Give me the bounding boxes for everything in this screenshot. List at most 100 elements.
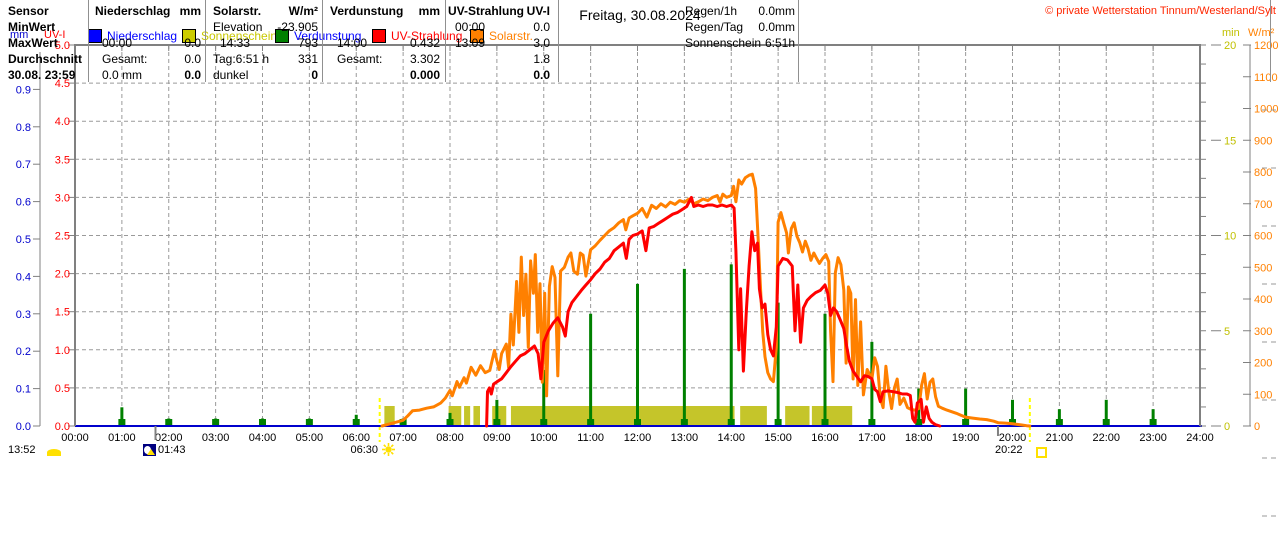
regen-tag-value: 0.0mm [758,20,795,34]
legend-label: Sonnenschein [201,29,278,43]
svg-text:1.0: 1.0 [55,345,70,357]
verdunstung-last-label [330,67,337,83]
svg-text:500: 500 [1254,262,1272,274]
niederschlag-title: Niederschlag [95,4,171,18]
uv-min-value: 0.0 [533,20,550,34]
svg-text:02:00: 02:00 [155,432,183,444]
table-divider [88,0,89,82]
table-column-summary: Regen/1h 0.0mm Regen/Tag 0.0mm Sonnenschei… [685,3,795,51]
table-divider [445,0,446,82]
verdunstung-title: Verdunstung [330,4,404,18]
svg-text:15: 15 [1224,135,1236,147]
table-column-niederschlag: Niederschlag mm 00:00 0.0 Gesamt: 0.0 0.0 m… [95,3,201,83]
svg-text:5: 5 [1224,326,1230,338]
wm2-axis-unit-label: W/m² [1248,27,1275,39]
svg-text:18:00: 18:00 [905,432,933,444]
table-column-verdunstung: Verdunstung mm 14:00 0.432 Gesamt: 3.302 0.… [330,3,440,83]
solar-max-label: 14:33 [220,36,251,50]
svg-text:20:00: 20:00 [999,432,1027,444]
uv-last-label [448,67,455,83]
table-column-uv: UV-Strahlung UV-I 00:00 0.0 13:09 3.0 1.8 0… [448,3,550,83]
svg-text:200: 200 [1254,358,1272,370]
svg-text:0.5: 0.5 [16,234,31,246]
legend-swatch-icon [470,29,484,43]
svg-text:0: 0 [1224,421,1230,433]
row-label-maxwert: MaxWert [8,36,58,50]
svg-text:100: 100 [1254,389,1272,401]
table-divider [798,0,799,82]
verdunstung-spikes [118,264,1157,425]
svg-text:0.2: 0.2 [16,346,31,358]
svg-text:0.9: 0.9 [16,84,31,96]
verdunstung-avg-value: 3.302 [409,52,440,66]
niederschlag-last-value: 0.0 [184,68,201,82]
moon-up-time-label: 13:52 [8,444,36,456]
legend-label: Verdunstung [294,29,362,43]
uv-title: UV-Strahlung [448,4,525,18]
verdunstung-max-label: 14:00 [337,36,368,50]
solar-min-label: Elevation [213,20,263,34]
svg-text:4.0: 4.0 [55,116,70,128]
mm-axis-unit-label: mm [10,29,29,41]
svg-text:700: 700 [1254,199,1272,211]
svg-text:3.0: 3.0 [55,192,70,204]
svg-text:900: 900 [1254,135,1272,147]
solar-avg-value: 331 [297,52,318,66]
svg-text:12:00: 12:00 [624,432,652,444]
svg-text:05:00: 05:00 [296,432,324,444]
right-edge-dashes [1262,109,1278,517]
svg-text:300: 300 [1254,326,1272,338]
svg-text:21:00: 21:00 [1046,432,1074,444]
legend-label: Niederschlag [107,29,178,43]
moon-down-icon [143,444,156,456]
svg-text:0.0: 0.0 [55,421,70,433]
page-title: Freitag, 30.08.2024 [579,7,701,23]
solar-title: Solarstr. [213,4,262,18]
moon-down-time-label: 01:43 [158,444,186,456]
solar-last-value: 0 [311,68,318,82]
svg-text:0.0: 0.0 [16,421,31,433]
sunset-icon [1036,447,1047,458]
table-divider [322,0,323,82]
sunset-time-label: 20:22 [995,444,1023,456]
min-axis-unit-label: min [1222,27,1240,39]
sunrise-time-label: 06:30 [350,444,378,456]
solar-min-value: -23.905 [277,20,318,34]
verdunstung-min-label [330,19,337,35]
legend-item-sonnenschein: Sonnenschein [182,29,277,43]
table-divider [1270,0,1271,82]
niederschlag-unit: mm [179,4,201,18]
svg-text:13:00: 13:00 [671,432,699,444]
x-axis-labels: 00:00 01:00 02:00 03:00 04:00 05:00 06:00 07:00… [61,432,1214,444]
svg-text:0.4: 0.4 [16,271,31,283]
solar-avg-label: Tag:6:51 h [213,52,270,66]
svg-text:03:00: 03:00 [202,432,230,444]
svg-text:0.1: 0.1 [16,384,31,396]
moon-arrow-shape [147,449,155,455]
niederschlag-min-label [95,19,102,35]
regen-1h-value: 0.0mm [758,4,795,18]
verdunstung-unit: mm [418,4,440,18]
svg-text:4.5: 4.5 [55,78,70,90]
table-column-solar: Solarstr. W/m² Elevation -23.905 14:33 793 … [213,3,318,83]
sunshine-band [384,406,853,425]
svg-text:10:00: 10:00 [530,432,558,444]
svg-text:16:00: 16:00 [811,432,839,444]
copyright-text: © private Wetterstation Tinnum/Westerlan… [1045,5,1276,17]
solar-line [380,172,1032,428]
uv-unit: UV-I [526,4,550,18]
legend-swatch-icon [275,29,289,43]
legend-item-uvstrahlung: UV-Strahlung [372,29,462,43]
niederschlag-avg-value: 0.0 [184,52,201,66]
svg-text:11:00: 11:00 [577,432,604,444]
svg-text:3.5: 3.5 [55,154,70,166]
uv-min-label: 00:00 [455,20,486,34]
niederschlag-last-label: 0.0 mm [102,68,143,82]
regen-tag-label: Regen/Tag [685,20,744,34]
svg-text:0.8: 0.8 [16,122,31,134]
svg-text:01:00: 01:00 [108,432,136,444]
svg-text:800: 800 [1254,167,1272,179]
table-row-labels-column: Sensor MinWert MaxWert Durchschnitt 30.0… [8,3,86,83]
uv-avg-label [448,51,455,67]
